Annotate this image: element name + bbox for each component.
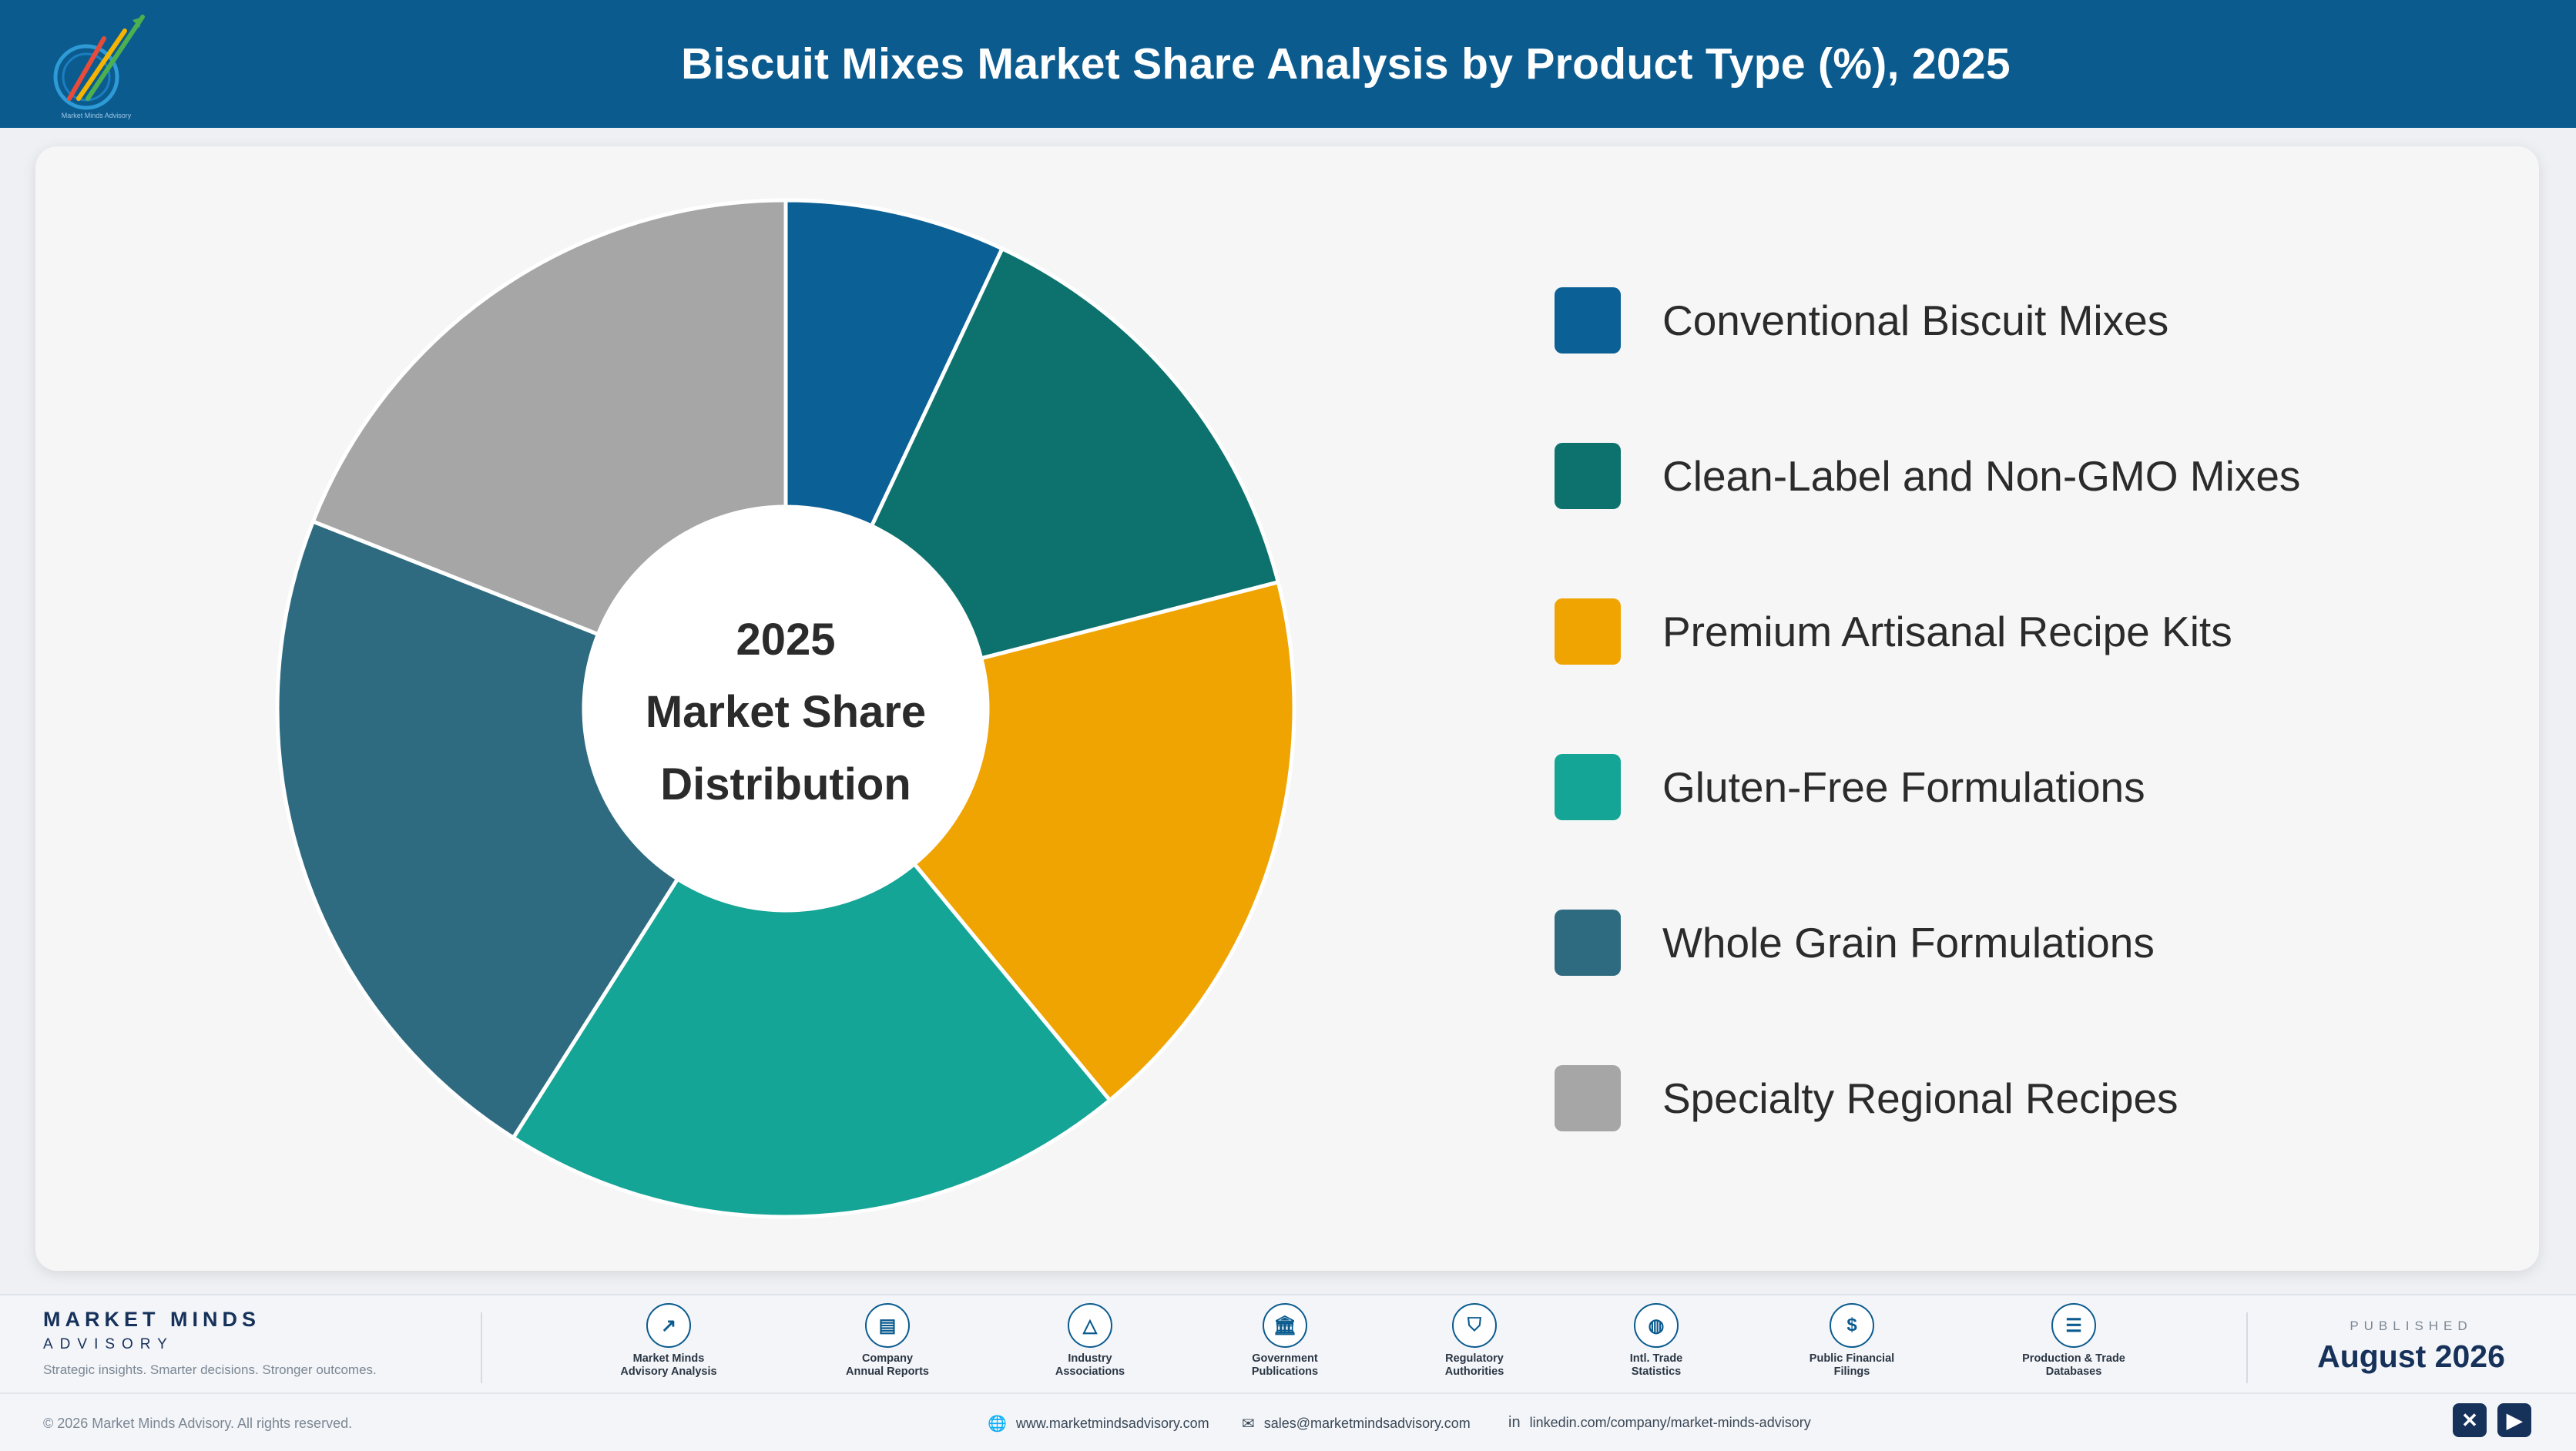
footer: MARKET MINDS ADVISORY Strategic insights… xyxy=(0,1294,2576,1451)
published-block: PUBLISHED August 2026 xyxy=(2249,1319,2573,1375)
source-item: △ Industry Associations xyxy=(1013,1303,1167,1379)
legend-item: Clean-Label and Non-GMO Mixes xyxy=(1555,442,2479,510)
website-text: www.marketmindsadvisory.com xyxy=(1015,1416,1209,1431)
legend-label: Specialty Regional Recipes xyxy=(1662,1074,2179,1122)
source-label: Company Annual Reports xyxy=(846,1352,929,1378)
brand-name: MARKET MINDS xyxy=(43,1308,260,1331)
brand-subtitle: ADVISORY xyxy=(43,1336,174,1352)
footer-brand: MARKET MINDS ADVISORY Strategic insights… xyxy=(43,1308,377,1378)
website-link[interactable]: 🌐 www.marketmindsadvisory.com xyxy=(988,1414,1209,1433)
center-label-line: 2025 xyxy=(736,615,835,665)
source-item: $ Public Financial Filings xyxy=(1775,1303,1929,1379)
globe-icon: ◍ xyxy=(1634,1303,1679,1348)
chart-line-icon: ↗ xyxy=(646,1303,691,1348)
legend-label: Conventional Biscuit Mixes xyxy=(1662,297,2169,344)
header-bar: Market Minds Advisory Biscuit Mixes Mark… xyxy=(0,0,2576,128)
legend-swatch xyxy=(1555,1065,1621,1131)
linkedin-text: linkedin.com/company/market-minds-adviso… xyxy=(1529,1415,1811,1430)
svg-text:Market Minds Advisory: Market Minds Advisory xyxy=(62,112,132,119)
linkedin-link[interactable]: in linkedin.com/company/market-minds-adv… xyxy=(1508,1414,1811,1432)
source-item: ☰ Production & Trade Databases xyxy=(1997,1303,2151,1379)
source-label: Public Financial Filings xyxy=(1809,1352,1895,1378)
globe-icon: 🌐 xyxy=(988,1416,1007,1433)
published-label: PUBLISHED xyxy=(2350,1319,2473,1333)
network-icon: △ xyxy=(1068,1303,1112,1348)
shield-icon: ⛉ xyxy=(1452,1303,1497,1348)
source-item: ▤ Company Annual Reports xyxy=(810,1303,964,1379)
published-date: August 2026 xyxy=(2317,1339,2505,1374)
legend-item: Whole Grain Formulations xyxy=(1555,909,2479,977)
legend-swatch xyxy=(1555,910,1621,976)
company-logo: Market Minds Advisory xyxy=(53,15,145,119)
dollar-icon: $ xyxy=(1830,1303,1874,1348)
building-icon: 🏛 xyxy=(1263,1303,1307,1348)
legend-swatch xyxy=(1555,287,1621,354)
center-label-line: Market Share xyxy=(646,687,926,737)
page-title: Biscuit Mixes Market Share Analysis by P… xyxy=(681,39,2011,89)
center-label-line: Distribution xyxy=(660,759,911,809)
legend-label: Whole Grain Formulations xyxy=(1662,919,2155,967)
legend-swatch xyxy=(1555,754,1621,820)
legend-item: Conventional Biscuit Mixes xyxy=(1555,287,2479,354)
legend-swatch xyxy=(1555,443,1621,509)
source-item: ◍ Intl. Trade Statistics xyxy=(1579,1303,1733,1379)
legend-item: Premium Artisanal Recipe Kits xyxy=(1555,598,2479,665)
document-icon: ▤ xyxy=(865,1303,910,1348)
email-text: sales@marketmindsadvisory.com xyxy=(1263,1416,1471,1431)
brand-tagline: Strategic insights. Smarter decisions. S… xyxy=(43,1362,377,1377)
source-item: ⛉ Regulatory Authorities xyxy=(1397,1303,1551,1379)
donut-chart: 2025 Market Share Distribution xyxy=(277,200,1294,1217)
youtube-icon[interactable]: ▶ xyxy=(2497,1403,2531,1437)
legend-label: Gluten-Free Formulations xyxy=(1662,763,2145,811)
linkedin-icon: in xyxy=(1508,1414,1521,1431)
legend-label: Clean-Label and Non-GMO Mixes xyxy=(1662,452,2301,500)
source-item: 🏛 Government Publications xyxy=(1208,1303,1362,1379)
database-icon: ☰ xyxy=(2051,1303,2096,1348)
source-item: ↗ Market Minds Advisory Analysis xyxy=(592,1303,746,1379)
legend-item: Specialty Regional Recipes xyxy=(1555,1064,2479,1132)
source-label: Government Publications xyxy=(1251,1352,1319,1378)
legend-item: Gluten-Free Formulations xyxy=(1555,753,2479,821)
source-label: Market Minds Advisory Analysis xyxy=(620,1352,717,1378)
legend-swatch xyxy=(1555,598,1621,665)
footer-separator xyxy=(0,1392,2576,1394)
mail-icon: ✉ xyxy=(1242,1416,1255,1433)
source-label: Regulatory Authorities xyxy=(1444,1352,1504,1378)
source-label: Industry Associations xyxy=(1055,1352,1125,1378)
legend-label: Premium Artisanal Recipe Kits xyxy=(1662,608,2232,655)
source-label: Intl. Trade Statistics xyxy=(1629,1352,1683,1378)
footer-divider xyxy=(2246,1312,2248,1383)
donut-center xyxy=(584,507,988,910)
source-label: Production & Trade Databases xyxy=(2022,1352,2125,1378)
footer-divider xyxy=(481,1312,482,1383)
x-icon[interactable]: ✕ xyxy=(2453,1403,2487,1437)
email-link[interactable]: ✉ sales@marketmindsadvisory.com xyxy=(1242,1414,1471,1433)
copyright: © 2026 Market Minds Advisory. All rights… xyxy=(43,1416,353,1431)
